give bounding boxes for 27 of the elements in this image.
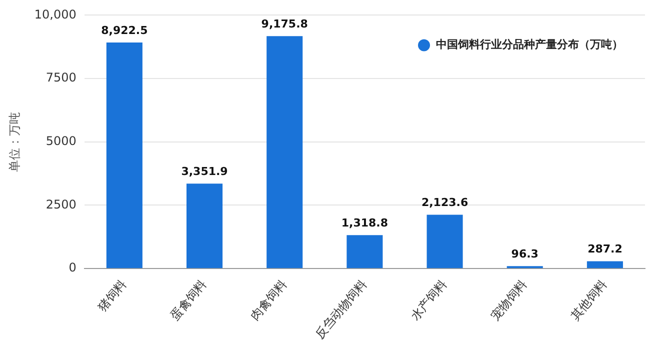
- y-axis-title: 单位：万吨: [7, 112, 22, 172]
- x-tick-label: 蛋禽饲料: [168, 277, 210, 323]
- bar: [586, 261, 623, 268]
- data-label: 2,123.6: [421, 196, 468, 210]
- data-label: 8,922.5: [101, 24, 148, 37]
- y-tick-label: 5000: [46, 134, 76, 148]
- x-tick-label: 猪饲料: [95, 277, 130, 314]
- data-label: 96.3: [511, 248, 538, 261]
- x-tick-label: 肉禽饲料: [248, 277, 290, 323]
- data-label: 287.2: [588, 242, 622, 256]
- x-tick-label: 反刍动物饲料: [312, 277, 370, 342]
- x-tick-label: 水产饲料: [408, 277, 450, 323]
- bar: [426, 214, 463, 268]
- bar: [266, 36, 303, 268]
- x-tick-label: 其他饲料: [568, 277, 610, 323]
- data-label: 3,351.9: [181, 165, 228, 178]
- bar: [186, 184, 223, 268]
- y-tick-label: 10,000: [34, 7, 76, 22]
- x-tick-label: 宠物饲料: [488, 277, 530, 323]
- bar: [106, 42, 142, 268]
- y-tick-label: 2500: [46, 197, 76, 212]
- data-label: 9,175.8: [261, 17, 308, 30]
- data-label: 1,318.8: [341, 216, 388, 230]
- y-tick-label: 7500: [46, 70, 76, 85]
- bar: [346, 235, 383, 268]
- legend-label: 中国饲料行业分品种产量分布（万吨）: [436, 38, 623, 52]
- y-tick-label: 0: [68, 260, 76, 275]
